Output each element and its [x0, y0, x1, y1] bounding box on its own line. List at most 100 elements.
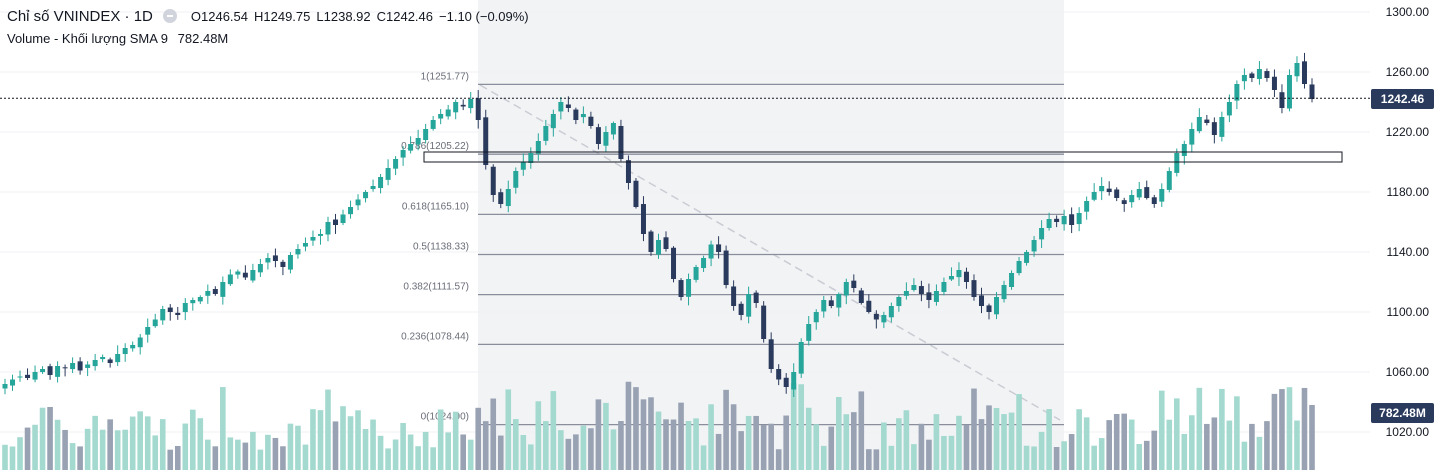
volume-bar [512, 419, 519, 470]
candle-body [671, 247, 677, 279]
candle-body [520, 162, 526, 170]
volume-bar [1256, 436, 1263, 470]
candle-body [1294, 63, 1300, 77]
volume-bars [2, 381, 1315, 470]
volume-bar [558, 430, 564, 470]
open-label: O [190, 8, 201, 24]
eye-icon[interactable] [162, 9, 177, 23]
candle-body [468, 99, 474, 109]
volume-bar [1053, 447, 1060, 470]
volume-bar [99, 429, 106, 470]
candle-body [355, 199, 361, 206]
candle-body [986, 305, 992, 312]
volume-bar [167, 449, 174, 470]
candle-body [1076, 213, 1082, 225]
volume-bar [467, 439, 474, 470]
close-label: C [376, 8, 387, 24]
volume-bar [685, 420, 692, 470]
volume-bar [1091, 445, 1097, 470]
candle-body [438, 114, 444, 119]
candle-body [731, 286, 737, 306]
volume-bar [92, 415, 98, 470]
volume-bar [1008, 412, 1015, 470]
volume-bar [1046, 409, 1052, 470]
volume-bar [580, 425, 587, 470]
candle-body [1181, 144, 1187, 156]
trend-line [479, 84, 1061, 421]
support-zone-rectangle[interactable] [423, 151, 1343, 163]
volume-bar [340, 406, 346, 470]
volume-bar [783, 415, 789, 470]
volume-label: Volume - Khối lượng SMA 9 [7, 31, 169, 46]
volume-bar [47, 406, 53, 470]
volume-bar [174, 445, 181, 470]
candle-body [948, 276, 954, 280]
candle-body [1226, 102, 1232, 116]
symbol-title[interactable]: Chỉ số VNINDEX · 1D [7, 7, 153, 25]
candle-body [1151, 197, 1157, 204]
volume-bar [287, 423, 294, 470]
candle-body [640, 204, 646, 234]
volume-bar [122, 429, 128, 470]
candle-body [250, 270, 256, 281]
volume-bar [415, 446, 421, 470]
candle-body [1211, 122, 1217, 135]
volume-bar [490, 398, 497, 470]
candle-body [1031, 240, 1037, 252]
candle-body [821, 300, 827, 312]
candle-body [513, 171, 519, 188]
fib-level-label: 1(1251.77) [421, 71, 469, 82]
candle-body [370, 186, 376, 190]
volume-legend[interactable]: Volume - Khối lượng SMA 9 782.48M [7, 31, 234, 46]
candle-body [1144, 187, 1150, 198]
volume-bar [430, 447, 436, 470]
candle-body [1054, 218, 1060, 222]
price-tick: 1060.00 [1385, 365, 1429, 379]
candle-body [272, 255, 278, 261]
volume-bar [400, 423, 406, 470]
candle-body [686, 279, 692, 297]
volume-bar [903, 410, 910, 470]
volume-bar [1083, 417, 1090, 470]
candle-body [85, 364, 91, 368]
candle-body [656, 240, 661, 255]
candle-body [1264, 71, 1270, 78]
price-tick: 1140.00 [1386, 245, 1430, 259]
candle-body [1196, 117, 1202, 132]
volume-bar [250, 431, 256, 470]
volume-bar [310, 409, 316, 470]
candle-body [791, 372, 797, 390]
low-label: L [316, 8, 324, 24]
candle-body [325, 222, 331, 235]
volume-bar [633, 387, 639, 470]
volume-bar [670, 419, 677, 470]
volume-bar [1264, 421, 1270, 470]
candle-body [212, 289, 218, 294]
candle-body [595, 127, 601, 144]
volume-bar [753, 415, 759, 470]
volume-bar [407, 434, 414, 470]
candle-body [40, 369, 46, 373]
volume-bar [1023, 445, 1030, 470]
volume-bar [39, 407, 46, 470]
volume-bar [227, 437, 234, 470]
candle-body [393, 159, 399, 169]
candle-body [971, 280, 977, 297]
volume-bar [325, 389, 331, 470]
candle-body [941, 282, 947, 292]
candle-body [408, 144, 414, 151]
candle-body [137, 337, 143, 348]
volume-bar [347, 416, 354, 470]
volume-bar [655, 411, 662, 470]
candle-body [2, 384, 8, 389]
candle-body [498, 192, 504, 204]
volume-bar [460, 434, 467, 470]
volume-bar [212, 446, 219, 470]
volume-bar [377, 435, 384, 470]
candle-body [851, 280, 857, 288]
change-value: −1.10 (−0.09%) [439, 8, 529, 24]
candle-body [1309, 84, 1315, 99]
volume-bar [678, 402, 684, 470]
volume-bar [790, 383, 797, 470]
